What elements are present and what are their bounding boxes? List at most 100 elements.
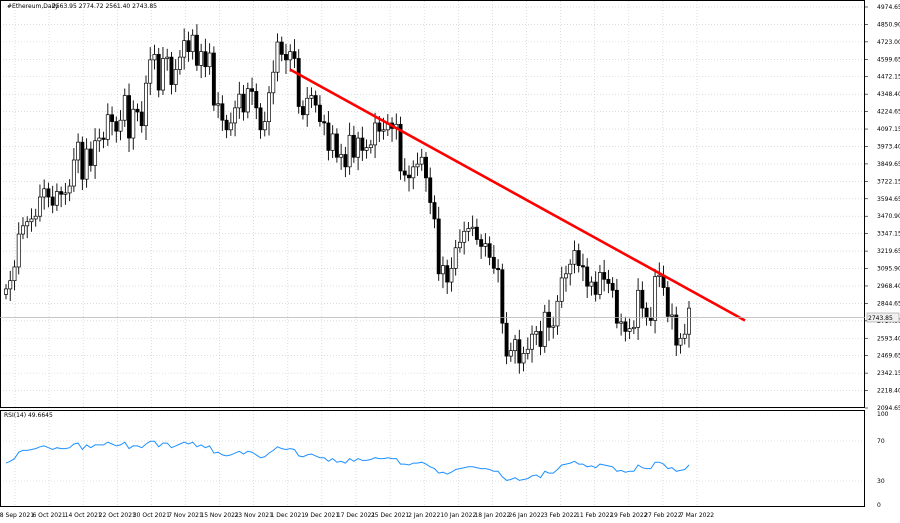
y-tick-label: 4472.15 (877, 74, 900, 81)
candle (407, 165, 411, 192)
x-tick-label: 11 Feb 2022 (576, 512, 614, 519)
rsi-level-label: 30 (877, 478, 885, 485)
candle-body-down (432, 202, 437, 220)
candle (670, 303, 674, 330)
candle (436, 206, 441, 281)
x-tick-label: 30 Oct 2021 (133, 512, 170, 519)
candle (525, 337, 530, 360)
x-tick-label: 26 Jan 2022 (509, 512, 545, 519)
candle (190, 29, 195, 60)
candle (466, 221, 471, 242)
candle-body-down (424, 156, 428, 179)
candle (110, 106, 115, 136)
x-tick-label: 7 Nov 2021 (168, 512, 203, 519)
candle-body-up (228, 122, 233, 131)
candle (80, 136, 85, 191)
x-tick-label: 2 Jan 2022 (408, 512, 440, 519)
candle-body-up (4, 288, 8, 295)
candle-body-up (347, 134, 352, 168)
candle-body-down (436, 218, 441, 275)
candle-body-up (636, 289, 641, 328)
candle-body-down (194, 34, 199, 66)
candle-body-up (555, 300, 560, 327)
y-tick-label: 3219.65 (877, 248, 900, 255)
candle (351, 125, 356, 163)
candle (470, 215, 475, 237)
candle (71, 148, 76, 192)
x-tick-label: 1 Dec 2021 (271, 512, 306, 519)
candle-body-up (462, 230, 467, 243)
candle-body-down (224, 119, 229, 131)
candle (364, 139, 369, 159)
candle (610, 277, 615, 298)
candle-body-up (237, 93, 242, 109)
x-tick-label: 14 Oct 2021 (65, 512, 102, 519)
current-price-label: 2743.85 (868, 315, 893, 322)
candle (254, 83, 259, 120)
candle (555, 295, 560, 335)
candle (678, 333, 683, 354)
rsi-axis: 100 70 30 0 (877, 411, 889, 509)
candle (21, 217, 25, 240)
candle-body-up (589, 281, 594, 287)
candle-body-down (360, 137, 365, 151)
candle-body-up (267, 92, 271, 122)
candle (165, 48, 170, 71)
candle-body-up (118, 119, 123, 132)
candle-body-up (453, 247, 458, 269)
candle (29, 208, 34, 232)
price-axis: 4974.65 4850.90 4723.00 4599.65 4472.15 4348.… (865, 4, 900, 412)
candle (521, 346, 526, 372)
candle (687, 300, 691, 348)
candle-body-up (381, 129, 386, 132)
candle (216, 92, 221, 119)
candle-body-down (80, 141, 85, 180)
candle-body-down (258, 107, 263, 131)
candle-body-up (483, 243, 488, 247)
candle (572, 240, 577, 274)
candle (504, 312, 509, 365)
candle-body-up (368, 144, 373, 148)
candle (33, 208, 38, 227)
candle-body-down (110, 114, 115, 122)
candle-body-up (177, 56, 182, 70)
candle-body-up (521, 353, 526, 364)
candle (288, 44, 293, 72)
candle-body-up (63, 192, 68, 195)
candle-body-down (593, 281, 598, 295)
y-tick-label: 2342.15 (877, 370, 900, 377)
y-tick-label: 4348.40 (877, 91, 900, 98)
candle (648, 306, 653, 327)
rsi-label: RSI(14) 49.6645 (4, 412, 53, 419)
candle-body-up (288, 51, 293, 61)
candle (653, 268, 658, 334)
y-tick-label: 4599.65 (877, 56, 900, 63)
candle-body-down (398, 123, 403, 172)
candle-body-down (334, 133, 339, 158)
candle-body-up (356, 137, 361, 158)
candle (538, 320, 543, 356)
candle-body-up (627, 328, 632, 332)
candle-body-down (665, 287, 670, 317)
candle (665, 281, 670, 323)
candle (59, 186, 64, 208)
candle (585, 258, 590, 298)
y-tick-label: 3849.65 (877, 161, 900, 168)
candle-body-up (330, 133, 335, 151)
x-tick-label: 28 Sep 2021 (0, 512, 34, 519)
candle (640, 281, 645, 319)
candle (530, 325, 534, 363)
candle-body-up (670, 314, 674, 317)
candles-layer (4, 24, 691, 374)
candle (182, 28, 187, 70)
candle (220, 95, 225, 131)
x-tick-label: 27 Feb 2022 (644, 512, 682, 519)
candle-body-up (93, 140, 98, 166)
candle-body-down (644, 307, 649, 319)
candle-body-down (254, 91, 259, 109)
candle-body-up (97, 137, 102, 142)
candle (326, 111, 331, 161)
candle-body-down (284, 54, 288, 61)
candle (305, 87, 310, 127)
candle (16, 222, 21, 275)
